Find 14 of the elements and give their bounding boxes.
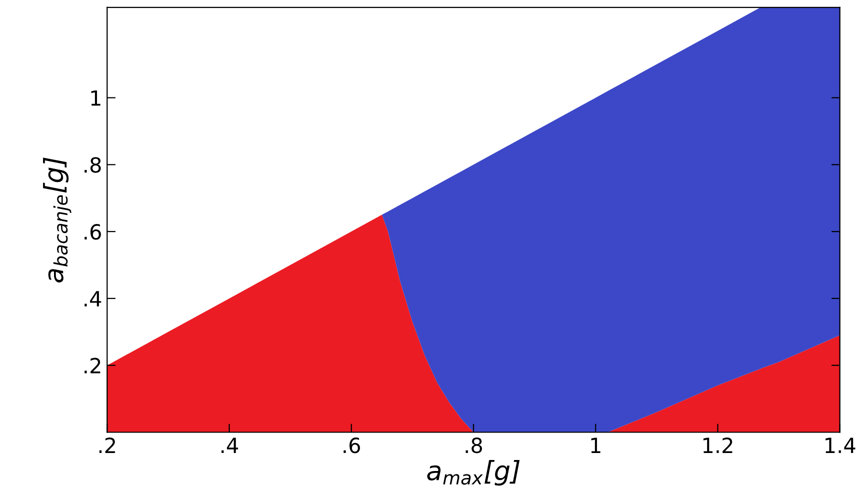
x-tick-label: .4 xyxy=(222,438,238,453)
y-tick-label: .8 xyxy=(84,157,101,173)
y-tick-label: .4 xyxy=(84,291,102,306)
x-tick-label: 1.4 xyxy=(826,438,856,453)
y-tick-label: .2 xyxy=(84,358,100,374)
y-tick-label: .6 xyxy=(84,224,101,240)
y-axis-title: a$_{bacanje}$[g] xyxy=(43,158,72,282)
x-axis-title: a$_{max}$[g] xyxy=(427,460,520,486)
x-tick-label: .8 xyxy=(466,437,482,454)
x-tick-label: 1 xyxy=(591,438,600,453)
x-tick-label: .2 xyxy=(99,437,115,453)
x-tick-label: 1.2 xyxy=(703,437,732,453)
x-tick-label: .6 xyxy=(344,437,360,454)
y-tick-label: 1 xyxy=(91,90,100,106)
